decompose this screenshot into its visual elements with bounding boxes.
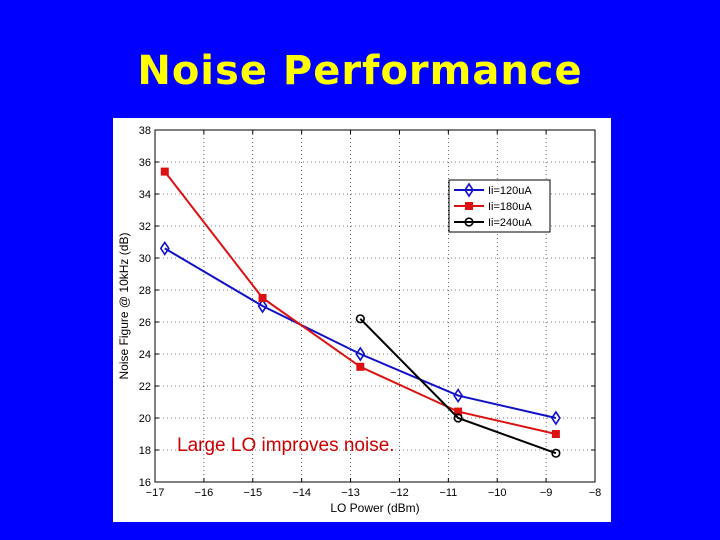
legend-entry: Ii=240uA: [454, 217, 532, 229]
y-tick-label: 22: [139, 381, 151, 393]
slide-title: Noise Performance: [137, 48, 583, 94]
y-tick-label: 24: [139, 349, 151, 361]
y-tick-label: 18: [139, 445, 151, 457]
legend-label: Ii=240uA: [488, 217, 532, 229]
y-tick-label: 16: [139, 477, 151, 489]
y-tick-label: 28: [139, 285, 151, 297]
x-tick-label: −8: [589, 487, 602, 499]
data-point: [356, 362, 365, 371]
y-tick-label: 38: [139, 125, 151, 137]
x-tick-label: −11: [439, 487, 457, 499]
chart-panel: −17 −16 −15 −14 −13 −12 −11 −10 −9 −8 16 18 20 22 24 26…: [113, 118, 611, 522]
data-point: [550, 410, 561, 426]
x-tick-label: −14: [292, 487, 311, 499]
data-point: [258, 294, 267, 302]
data-point: [454, 407, 463, 416]
annotation-text: Large LO improves noise.: [177, 435, 395, 456]
series-line: [164, 247, 557, 419]
y-tick-label: 36: [139, 157, 151, 169]
series-line: [359, 318, 557, 455]
data-point: [355, 346, 366, 362]
x-axis-label: LO Power (dBm): [330, 501, 419, 515]
x-tick-label: −13: [341, 487, 360, 499]
legend-entry: Ii=120uA: [454, 182, 532, 198]
plot-frame: [154, 129, 596, 483]
data-point: [160, 167, 169, 176]
legend-label: Ii=120uA: [488, 185, 532, 197]
x-tick-label: −16: [195, 487, 214, 499]
legend-label: Ii=180uA: [488, 201, 532, 213]
x-tick-label: −10: [488, 487, 507, 499]
noise-figure-chart: −17 −16 −15 −14 −13 −12 −11 −10 −9 −8 16 18 20 22 24 26…: [117, 125, 602, 515]
x-tick-label: −17: [146, 487, 165, 499]
series-3: [355, 314, 561, 458]
data-point: [159, 240, 170, 256]
series-2: [160, 167, 560, 438]
x-tick-label: −15: [243, 487, 262, 499]
series-1: [159, 240, 561, 426]
legend: Ii=120uA Ii=180uA Ii=240uA: [448, 179, 551, 233]
legend-marker: [465, 202, 473, 210]
data-point: [453, 388, 464, 404]
data-point: [551, 430, 560, 438]
y-tick-label: 20: [139, 413, 151, 425]
y-tick-label: 32: [139, 221, 151, 233]
legend-marker: [464, 182, 474, 198]
y-tick-label: 34: [139, 189, 151, 201]
data-point: [355, 314, 365, 324]
y-tick-label: 30: [139, 253, 151, 265]
data-point: [257, 298, 268, 314]
x-tick-label: −12: [390, 487, 409, 499]
data-point: [453, 413, 463, 423]
y-tick-label: 26: [139, 317, 151, 329]
y-axis-label: Noise Figure @ 10kHz (dB): [117, 233, 131, 380]
legend-marker: [464, 217, 474, 227]
legend-entry: Ii=180uA: [454, 201, 532, 213]
x-tick-label: −9: [540, 487, 553, 499]
data-point: [551, 448, 561, 458]
